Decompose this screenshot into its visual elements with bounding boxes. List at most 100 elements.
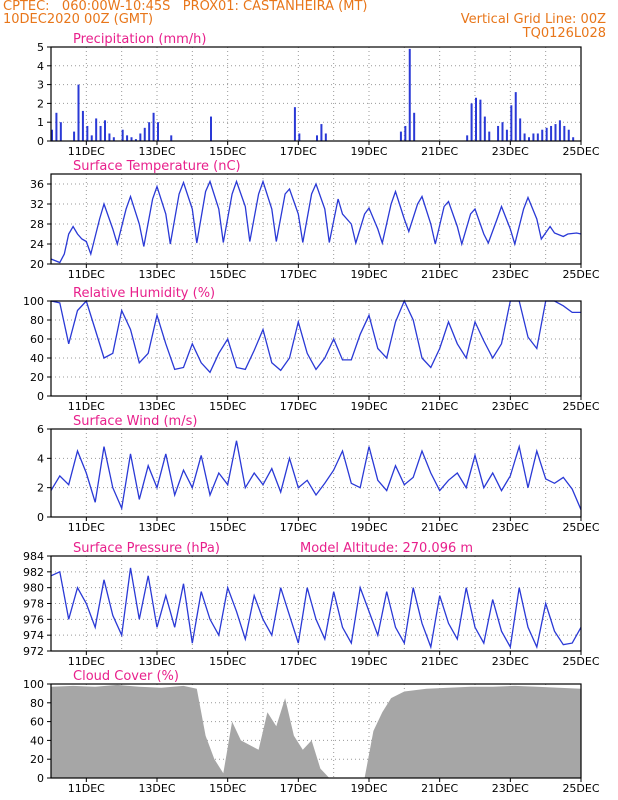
panel-subtitle: Model Altitude: 270.096 m (300, 541, 473, 556)
y-tick-label: 2 (37, 482, 44, 495)
precip-bar (134, 139, 137, 141)
x-tick-label: 17DEC (280, 268, 317, 281)
x-tick-label: 17DEC (280, 655, 317, 668)
precip-bar (558, 120, 561, 141)
panel-2: Relative Humidity (%) 0 20 40 60 80 100 11DEC 13… (23, 286, 600, 413)
y-tick-label: 80 (30, 314, 44, 327)
precip-bar (413, 112, 416, 141)
panel-title: Precipitation (mm/h) (73, 32, 206, 47)
precip-bar (51, 129, 53, 141)
precip-bar (519, 118, 522, 141)
x-tick-label: 19DEC (350, 400, 387, 413)
x-tick-label: 23DEC (492, 268, 529, 281)
y-tick-label: 4 (37, 452, 44, 465)
y-tick-label: 40 (30, 352, 44, 365)
x-tick-label: 15DEC (209, 268, 246, 281)
series-line (50, 179, 582, 264)
x-tick-label: 17DEC (280, 521, 317, 534)
precip-bar (532, 133, 535, 141)
panel-frame (50, 173, 582, 265)
precip-bar (130, 137, 133, 141)
x-tick-label: 25DEC (562, 400, 599, 413)
precip-bar (81, 110, 84, 141)
y-tick-label: 984 (23, 550, 44, 563)
precip-bar (497, 125, 500, 141)
y-tick-label: 0 (37, 772, 44, 785)
precip-bar (554, 124, 557, 141)
y-tick-label: 60 (30, 716, 44, 729)
x-tick-label: 25DEC (562, 655, 599, 668)
x-tick-label: 11DEC (68, 655, 105, 668)
precip-bar (104, 120, 106, 141)
precip-bar (143, 127, 146, 141)
panel-4: Surface Pressure (hPa) Model Altitude: 27… (23, 541, 600, 668)
precip-bar (316, 135, 318, 141)
panel-title: Surface Temperature (nC) (73, 159, 241, 174)
x-tick-label: 19DEC (350, 268, 387, 281)
x-tick-label: 21DEC (421, 268, 458, 281)
x-tick-label: 13DEC (138, 521, 175, 534)
x-tick-label: 15DEC (209, 521, 246, 534)
x-tick-label: 23DEC (492, 782, 529, 795)
x-tick-label: 13DEC (138, 145, 175, 158)
y-tick-label: 32 (30, 198, 44, 211)
x-tick-label: 13DEC (138, 268, 175, 281)
panel-5: Cloud Cover (%) 0 20 40 60 80 100 11DEC 13DEC 15D… (23, 669, 600, 795)
x-tick-label: 19DEC (350, 145, 387, 158)
x-tick-label: 15DEC (209, 655, 246, 668)
x-tick-label: 25DEC (562, 521, 599, 534)
y-tick-label: 0 (37, 511, 44, 524)
y-tick-label: 28 (30, 218, 44, 231)
precip-bar (404, 125, 407, 141)
y-tick-label: 36 (30, 178, 44, 191)
panel-title: Surface Pressure (hPa) (73, 541, 220, 556)
precip-bar (293, 107, 296, 141)
y-tick-label: 80 (30, 697, 44, 710)
precip-bar (567, 129, 570, 141)
series-line (50, 567, 582, 650)
y-tick-label: 5 (37, 41, 44, 54)
precip-bar (90, 135, 93, 141)
precip-bar (563, 125, 566, 141)
panel-title: Relative Humidity (%) (73, 286, 215, 301)
x-tick-label: 11DEC (68, 400, 105, 413)
y-tick-label: 978 (23, 598, 44, 611)
precip-bar (95, 118, 98, 141)
y-tick-label: 6 (37, 423, 44, 436)
x-tick-label: 13DEC (138, 400, 175, 413)
y-tick-label: 60 (30, 333, 44, 346)
precip-bar (320, 124, 323, 141)
precip-bar (121, 129, 124, 141)
x-tick-label: 13DEC (138, 655, 175, 668)
x-tick-label: 19DEC (350, 655, 387, 668)
precip-bar (470, 103, 473, 141)
x-tick-label: 21DEC (421, 655, 458, 668)
precip-bar (488, 131, 491, 141)
panel-1: Surface Temperature (nC) 20 24 28 32 36 11DEC 1… (30, 159, 600, 281)
precip-bar (475, 97, 477, 141)
y-tick-label: 20 (30, 258, 44, 271)
x-tick-label: 23DEC (492, 145, 529, 158)
y-tick-label: 982 (23, 566, 44, 579)
precip-bar (545, 127, 548, 141)
x-tick-label: 15DEC (209, 400, 246, 413)
x-tick-label: 15DEC (209, 782, 246, 795)
x-tick-label: 19DEC (350, 782, 387, 795)
y-tick-label: 0 (37, 390, 44, 403)
x-tick-label: 23DEC (492, 521, 529, 534)
x-tick-label: 25DEC (562, 268, 599, 281)
precip-bar (55, 112, 58, 141)
precip-bar (541, 129, 544, 141)
precip-bar (99, 125, 102, 141)
precip-bar (170, 135, 173, 141)
x-tick-label: 17DEC (280, 400, 317, 413)
precip-bar (324, 133, 327, 141)
x-tick-label: 11DEC (68, 145, 105, 158)
precip-bar (572, 137, 575, 141)
y-tick-label: 0 (37, 135, 44, 148)
precip-bar (157, 122, 159, 141)
y-tick-label: 40 (30, 734, 44, 747)
precip-bar (210, 116, 212, 141)
series-line (50, 299, 581, 374)
precip-bar (536, 133, 539, 141)
